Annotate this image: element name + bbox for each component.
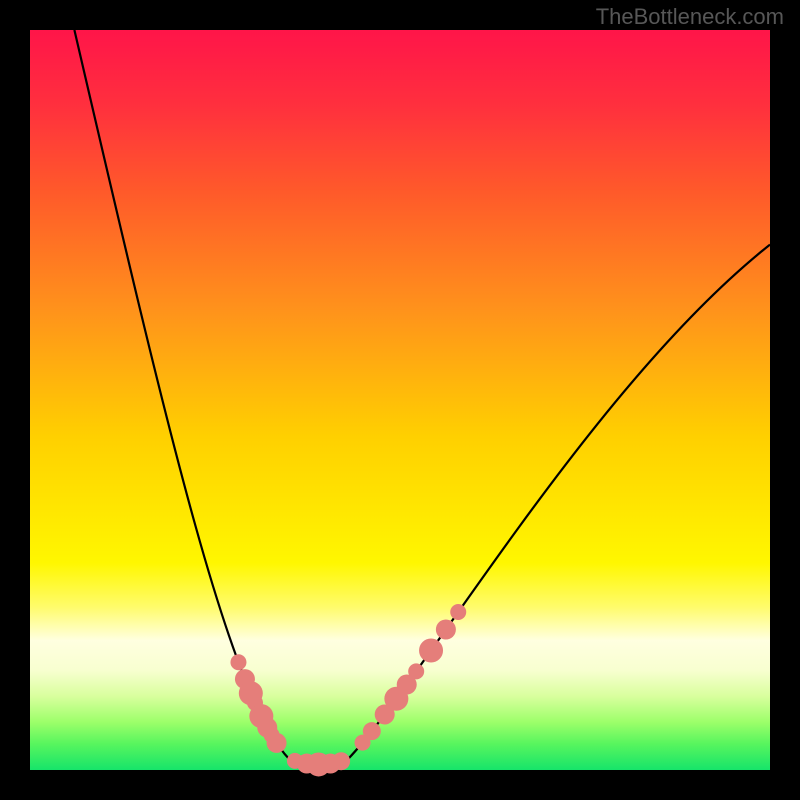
curve-marker: [408, 663, 424, 679]
curve-marker: [332, 752, 350, 770]
curve-marker: [267, 733, 287, 753]
plot-area: [30, 30, 770, 770]
curve-marker: [363, 722, 381, 740]
curve-marker: [419, 638, 443, 662]
curve-marker: [436, 619, 456, 639]
curve-marker: [230, 654, 246, 670]
chart-svg: [0, 0, 800, 800]
curve-marker: [450, 604, 466, 620]
watermark-text: TheBottleneck.com: [596, 4, 784, 30]
chart-root: TheBottleneck.com: [0, 0, 800, 800]
